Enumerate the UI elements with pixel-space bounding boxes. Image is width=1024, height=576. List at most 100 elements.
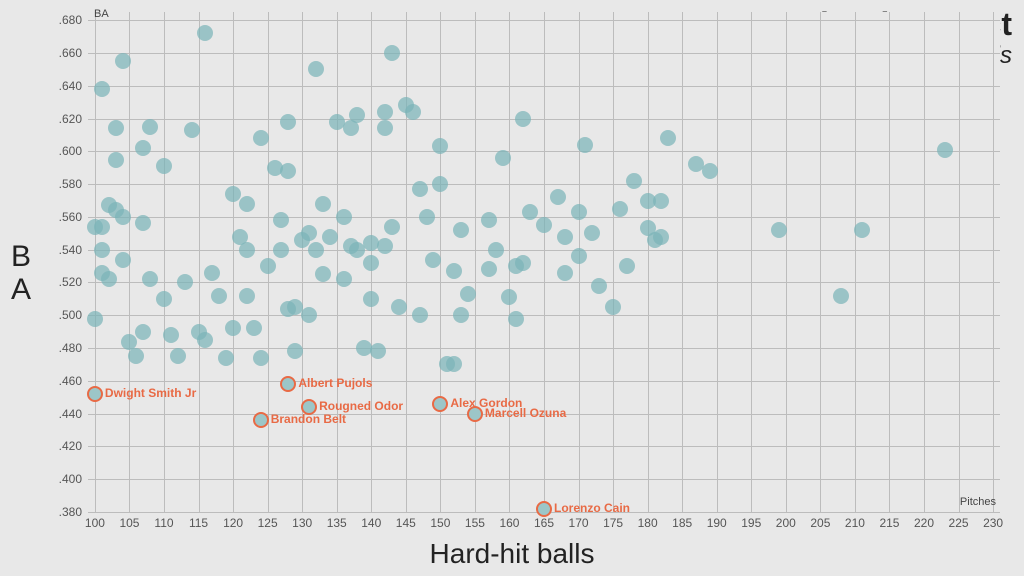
data-point bbox=[142, 271, 158, 287]
data-point bbox=[260, 258, 276, 274]
highlighted-point bbox=[536, 501, 552, 517]
data-point bbox=[135, 215, 151, 231]
data-point bbox=[453, 222, 469, 238]
data-point bbox=[432, 176, 448, 192]
grid-line-v bbox=[751, 12, 752, 512]
highlighted-label: Albert Pujols bbox=[298, 376, 372, 390]
data-point bbox=[405, 104, 421, 120]
data-point bbox=[453, 307, 469, 323]
grid-line-v bbox=[302, 12, 303, 512]
grid-line-h bbox=[88, 86, 1000, 87]
data-point bbox=[115, 252, 131, 268]
x-tick-label: 115 bbox=[189, 516, 208, 530]
data-point bbox=[108, 120, 124, 136]
data-point bbox=[425, 252, 441, 268]
data-point bbox=[605, 299, 621, 315]
data-point bbox=[163, 327, 179, 343]
data-point bbox=[584, 225, 600, 241]
grid-line-h bbox=[88, 479, 1000, 480]
data-point bbox=[349, 107, 365, 123]
x-axis-label: Hard-hit balls bbox=[430, 538, 595, 570]
x-tick-label: 215 bbox=[879, 516, 899, 530]
data-point bbox=[301, 225, 317, 241]
data-point bbox=[432, 138, 448, 154]
x-tick-label: 230 bbox=[983, 516, 1003, 530]
grid-line-v bbox=[337, 12, 338, 512]
grid-line-v bbox=[164, 12, 165, 512]
data-point bbox=[121, 334, 137, 350]
data-point bbox=[412, 307, 428, 323]
grid-line-v bbox=[233, 12, 234, 512]
x-tick-label: 100 bbox=[85, 516, 105, 530]
data-point bbox=[419, 209, 435, 225]
grid-line-h bbox=[88, 53, 1000, 54]
x-tick-label: 200 bbox=[776, 516, 796, 530]
y-tick-label: .560 bbox=[42, 210, 82, 224]
data-point bbox=[391, 299, 407, 315]
data-point bbox=[522, 204, 538, 220]
data-point bbox=[550, 189, 566, 205]
data-point bbox=[135, 324, 151, 340]
grid-line-v bbox=[717, 12, 718, 512]
data-point bbox=[854, 222, 870, 238]
x-tick-label: 110 bbox=[154, 516, 173, 530]
highlighted-label: Dwight Smith Jr bbox=[105, 386, 196, 400]
highlighted-point bbox=[87, 386, 103, 402]
data-point bbox=[273, 212, 289, 228]
data-point bbox=[239, 242, 255, 258]
y-tick-label: .380 bbox=[42, 505, 82, 519]
y-tick-label: .660 bbox=[42, 46, 82, 60]
x-tick-label: 190 bbox=[707, 516, 727, 530]
data-point bbox=[218, 350, 234, 366]
data-point bbox=[515, 255, 531, 271]
grid-line-h bbox=[88, 250, 1000, 251]
data-point bbox=[239, 288, 255, 304]
data-point bbox=[115, 53, 131, 69]
highlighted-point bbox=[432, 396, 448, 412]
grid-line-h bbox=[88, 446, 1000, 447]
data-point bbox=[460, 286, 476, 302]
data-point bbox=[115, 209, 131, 225]
data-point bbox=[495, 150, 511, 166]
data-point bbox=[301, 307, 317, 323]
x-tick-label: 210 bbox=[845, 516, 865, 530]
data-point bbox=[177, 274, 193, 290]
data-point bbox=[363, 255, 379, 271]
data-point bbox=[515, 111, 531, 127]
data-point bbox=[384, 219, 400, 235]
scatter-chart: BA on hard contact 100+ hard-hit balls B… bbox=[0, 0, 1024, 576]
data-point bbox=[577, 137, 593, 153]
grid-line-h bbox=[88, 20, 1000, 21]
grid-line-v bbox=[993, 12, 994, 512]
x-tick-label: 160 bbox=[499, 516, 519, 530]
grid-line-h bbox=[88, 381, 1000, 382]
y-tick-label: .480 bbox=[42, 341, 82, 355]
data-point bbox=[308, 242, 324, 258]
data-point bbox=[488, 242, 504, 258]
data-point bbox=[571, 204, 587, 220]
y-tick-label: .440 bbox=[42, 407, 82, 421]
data-point bbox=[336, 209, 352, 225]
data-point bbox=[557, 229, 573, 245]
y-tick-label: .540 bbox=[42, 243, 82, 257]
data-point bbox=[211, 288, 227, 304]
plot-area: 1001051101151201251301351401451501551601… bbox=[88, 12, 1000, 512]
y-tick-label: .520 bbox=[42, 275, 82, 289]
x-tick-label: 125 bbox=[258, 516, 278, 530]
data-point bbox=[833, 288, 849, 304]
data-point bbox=[204, 265, 220, 281]
data-point bbox=[253, 350, 269, 366]
grid-line-v bbox=[475, 12, 476, 512]
data-point bbox=[280, 114, 296, 130]
y-tick-label: .580 bbox=[42, 177, 82, 191]
x-tick-label: 205 bbox=[810, 516, 830, 530]
data-point bbox=[246, 320, 262, 336]
data-point bbox=[87, 311, 103, 327]
x-tick-label: 175 bbox=[603, 516, 623, 530]
data-point bbox=[446, 356, 462, 372]
data-point bbox=[370, 343, 386, 359]
data-point bbox=[377, 238, 393, 254]
highlighted-point bbox=[253, 412, 269, 428]
y-axis-label-a: A bbox=[11, 273, 31, 306]
data-point bbox=[128, 348, 144, 364]
